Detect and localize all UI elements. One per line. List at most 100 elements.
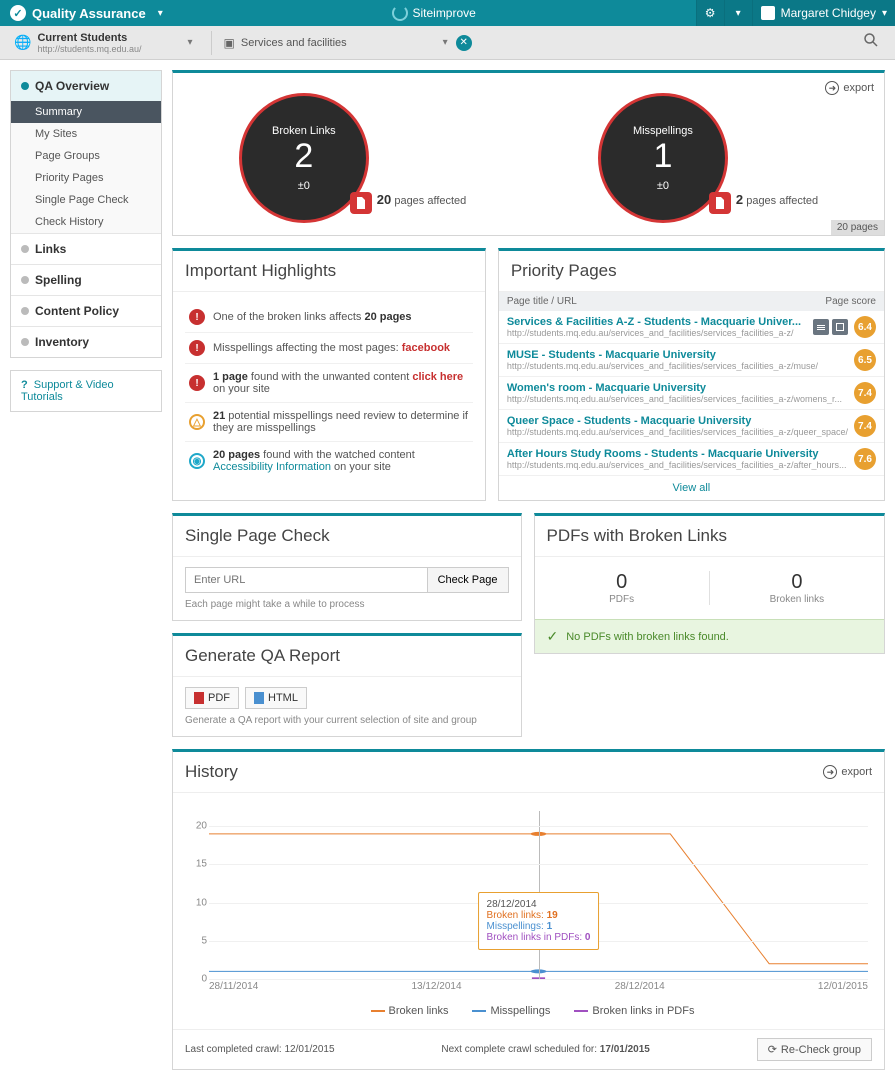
nav-item-check-history[interactable]: Check History <box>11 211 161 233</box>
cube-icon: ▣ <box>224 36 235 50</box>
nav-label: Spelling <box>35 273 82 287</box>
page-title: Queer Space - Students - Macquarie Unive… <box>507 415 848 427</box>
alert-icon: ! <box>189 340 205 356</box>
nav-item-page-groups[interactable]: Page Groups <box>11 145 161 167</box>
export-pdf-button[interactable]: PDF <box>185 687 239 709</box>
overview-tile: ➜ export Broken Links 2 ±0 20 pages affe… <box>172 70 885 236</box>
nav-spelling[interactable]: Spelling <box>11 265 161 295</box>
highlight-item[interactable]: △21 potential misspellings need review t… <box>185 403 473 442</box>
check-page-button[interactable]: Check Page <box>427 568 508 592</box>
page-score: 7.4 <box>854 415 876 437</box>
pdfs-tile: PDFs with Broken Links 0 PDFs 0 Broken l… <box>534 513 886 654</box>
page-title: Women's room - Macquarie University <box>507 382 848 394</box>
page-score: 7.4 <box>854 382 876 404</box>
priority-page-row[interactable]: Women's room - Macquarie Universityhttp:… <box>499 377 884 410</box>
nav-links[interactable]: Links <box>11 234 161 264</box>
clear-group-button[interactable]: ✕ <box>456 35 472 51</box>
site-url: http://students.mq.edu.au/ <box>37 44 141 54</box>
user-menu[interactable]: Margaret Chidgey ▾ <box>752 0 895 26</box>
settings-dropdown[interactable]: ▾ <box>724 0 752 26</box>
tile-title: Single Page Check <box>173 516 521 557</box>
list-view-icon[interactable] <box>813 319 829 335</box>
priority-page-row[interactable]: After Hours Study Rooms - Students - Mac… <box>499 443 884 476</box>
message-text: No PDFs with broken links found. <box>566 631 729 643</box>
chevron-down-icon: ▾ <box>882 8 887 19</box>
chevron-down-icon: ▾ <box>736 8 741 19</box>
success-message: ✓ No PDFs with broken links found. <box>535 619 885 653</box>
export-html-button[interactable]: HTML <box>245 687 307 709</box>
tile-title: PDFs with Broken Links <box>535 516 885 557</box>
metric-label: Misspellings <box>633 125 693 137</box>
legend-item: Broken links <box>363 1005 449 1017</box>
recheck-button[interactable]: ⟳ Re-Check group <box>757 1038 872 1061</box>
legend-item: Broken links in PDFs <box>566 1005 694 1017</box>
highlight-text: One of the broken links affects 20 pages <box>213 311 412 323</box>
nav-item-single-page-check[interactable]: Single Page Check <box>11 189 161 211</box>
priority-page-row[interactable]: Queer Space - Students - Macquarie Unive… <box>499 410 884 443</box>
nav-item-my-sites[interactable]: My Sites <box>11 123 161 145</box>
pages-affected-count: 2 <box>736 192 743 207</box>
history-tile: History ➜ export 05101520 28/12/2014 Bro… <box>172 749 885 1070</box>
x-tick-label: 12/01/2015 <box>818 981 868 1001</box>
search-button[interactable] <box>855 32 887 53</box>
nav-inventory[interactable]: Inventory <box>11 327 161 357</box>
nav-content-policy[interactable]: Content Policy <box>11 296 161 326</box>
support-link[interactable]: Support & Video Tutorials <box>10 370 162 412</box>
open-page-icon[interactable] <box>832 319 848 335</box>
search-icon <box>863 32 879 48</box>
nav-panel: QA Overview Summary My Sites Page Groups… <box>10 70 162 358</box>
document-icon <box>350 192 372 214</box>
highlight-item[interactable]: !One of the broken links affects 20 page… <box>185 302 473 333</box>
nav-section-label: QA Overview <box>35 79 109 93</box>
highlights-tile: Important Highlights !One of the broken … <box>172 248 486 501</box>
avatar-icon <box>761 6 775 20</box>
export-button[interactable]: ➜ export <box>823 765 872 779</box>
metric-value: 1 <box>653 137 672 176</box>
note-text: Each page might take a while to process <box>185 599 509 610</box>
chart-legend: Broken linksMisspellingsBroken links in … <box>189 1001 868 1021</box>
page-url: http://students.mq.edu.au/services_and_f… <box>507 427 848 437</box>
tile-title: Important Highlights <box>173 251 485 292</box>
metric-delta: ±0 <box>298 180 310 192</box>
generate-report-tile: Generate QA Report PDF HTML Generate a Q… <box>172 633 522 737</box>
settings-button[interactable]: ⚙ <box>696 0 724 26</box>
page-url: http://students.mq.edu.au/services_and_f… <box>507 328 807 338</box>
nav-item-priority-pages[interactable]: Priority Pages <box>11 167 161 189</box>
nav-item-summary[interactable]: Summary <box>11 101 161 123</box>
metric-label: Broken Links <box>272 125 336 137</box>
alert-icon: ! <box>189 375 205 391</box>
sub-header: 🌐 Current Students http://students.mq.ed… <box>0 26 895 60</box>
highlight-item[interactable]: ◉20 pages found with the watched content… <box>185 442 473 480</box>
highlight-item[interactable]: !Misspellings affecting the most pages: … <box>185 333 473 364</box>
pdf-count-stat: 0 PDFs <box>535 571 709 605</box>
site-selector[interactable]: 🌐 Current Students http://students.mq.ed… <box>8 28 199 58</box>
highlight-text: 20 pages found with the watched content … <box>213 449 469 473</box>
metric-broken-links[interactable]: Broken Links 2 ±0 20 pages affected <box>239 93 467 223</box>
nav-qa-overview[interactable]: QA Overview <box>11 71 161 101</box>
pdf-icon <box>194 692 204 704</box>
highlight-item[interactable]: ! 1 page found with the unwanted content … <box>185 364 473 403</box>
view-all-link[interactable]: View all <box>499 476 884 500</box>
page-score: 7.6 <box>854 448 876 470</box>
priority-page-row[interactable]: MUSE - Students - Macquarie Universityht… <box>499 344 884 377</box>
module-label: Quality Assurance <box>32 6 146 21</box>
chevron-down-icon: ▾ <box>443 37 448 48</box>
url-input[interactable] <box>186 568 427 592</box>
metric-misspellings[interactable]: Misspellings 1 ±0 2 pages affected <box>598 93 818 223</box>
nav-label: Inventory <box>35 335 89 349</box>
nav-label: Content Policy <box>35 304 119 318</box>
broken-links-stat: 0 Broken links <box>710 571 884 605</box>
chevron-down-icon: ▾ <box>188 37 193 48</box>
group-selector[interactable]: ▣ Services and facilities ▾ <box>224 36 448 50</box>
gear-icon: ⚙ <box>705 6 716 20</box>
highlight-text: 1 page found with the unwanted content c… <box>213 371 469 395</box>
tile-title: Generate QA Report <box>173 636 521 677</box>
priority-page-row[interactable]: Services & Facilities A-Z - Students - M… <box>499 311 884 344</box>
page-title: Services & Facilities A-Z - Students - M… <box>507 316 807 328</box>
check-icon: ✓ <box>547 628 559 645</box>
module-selector[interactable]: ✓ Quality Assurance ▾ <box>0 5 173 21</box>
stat-label: PDFs <box>535 594 709 605</box>
pages-affected-label: pages affected <box>746 195 818 207</box>
brand-label: Siteimprove <box>412 6 475 20</box>
document-icon <box>709 192 731 214</box>
